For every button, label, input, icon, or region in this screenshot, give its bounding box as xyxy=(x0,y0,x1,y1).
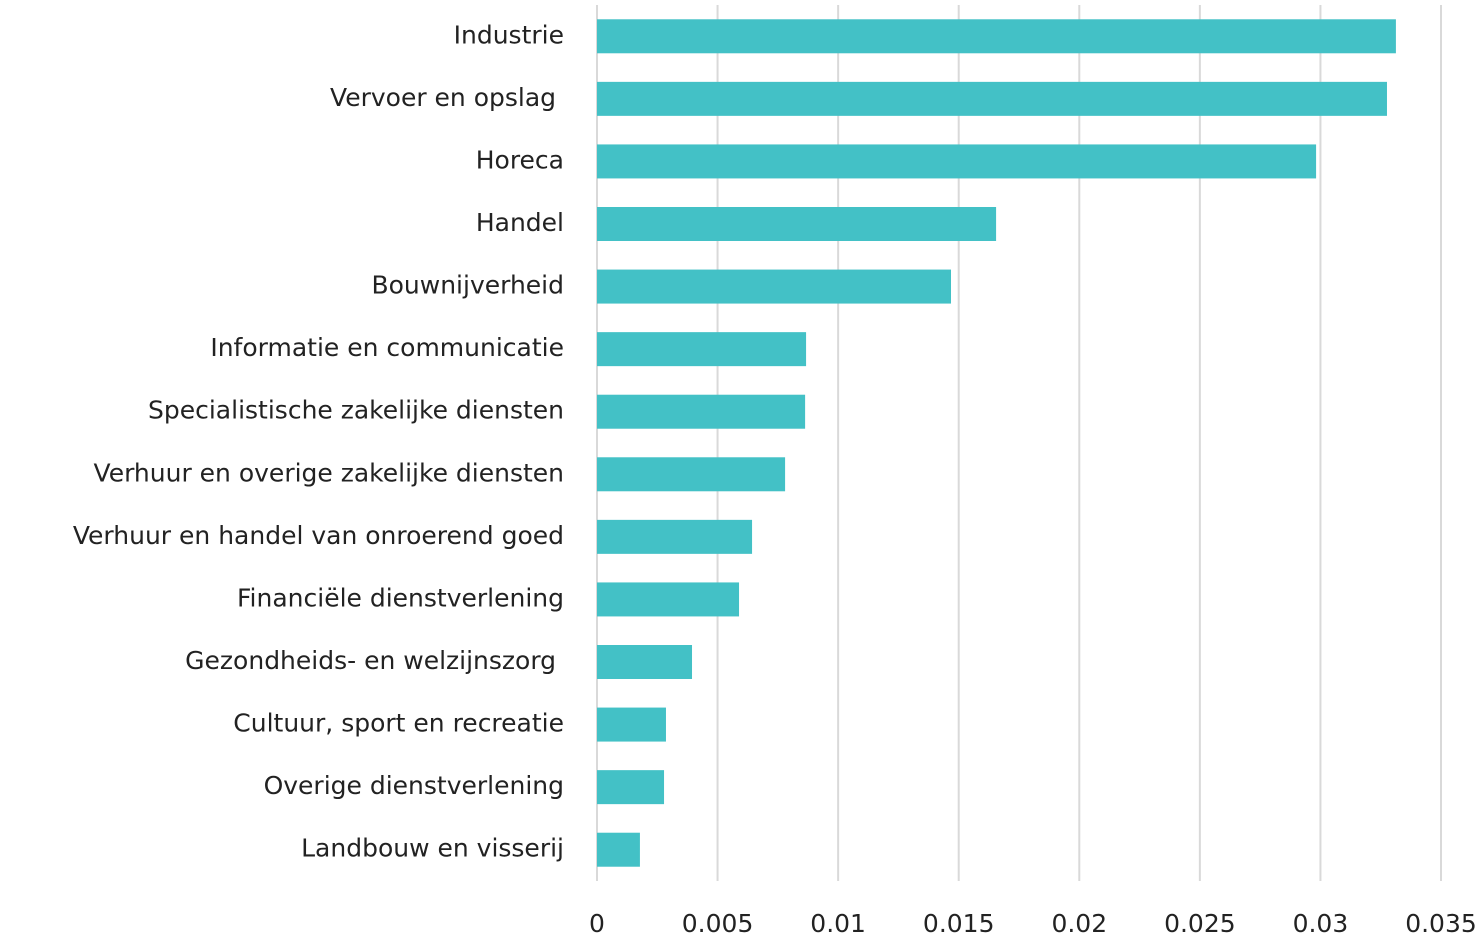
x-tick-label: 0.03 xyxy=(1293,909,1349,938)
y-tick-label: Verhuur en overige zakelijke diensten xyxy=(94,458,564,487)
x-tick-label: 0.015 xyxy=(923,909,995,938)
y-tick-label: Cultuur, sport en recreatie xyxy=(233,709,564,738)
bar xyxy=(597,707,666,742)
bar xyxy=(597,582,740,617)
x-tick-label: 0 xyxy=(589,909,605,938)
y-tick-label: Industrie xyxy=(454,20,564,49)
x-tick-label: 0.035 xyxy=(1405,909,1477,938)
bar xyxy=(597,81,1387,116)
x-tick-label: 0.02 xyxy=(1051,909,1107,938)
y-tick-label: Bouwnijverheid xyxy=(371,271,564,300)
bar xyxy=(597,457,786,492)
x-tick-label: 0.01 xyxy=(810,909,866,938)
y-tick-label: Landbouw en visserij xyxy=(301,834,564,863)
y-tick-label: Informatie en communicatie xyxy=(210,333,564,362)
y-tick-label: Horeca xyxy=(476,145,564,174)
bar xyxy=(597,645,693,679)
y-tick-label: Gezondheids- en welzijnszorg xyxy=(185,646,564,675)
y-tick-label: Vervoer en opslag xyxy=(330,83,564,112)
y-tick-label: Financiële dienstverlening xyxy=(237,583,564,612)
bar xyxy=(597,394,806,429)
bar xyxy=(597,770,665,805)
bar xyxy=(597,207,997,241)
y-tick-label: Verhuur en handel van onroerend goed xyxy=(73,521,564,550)
bar xyxy=(597,832,640,867)
bar xyxy=(597,19,1396,54)
bar xyxy=(597,144,1317,179)
y-tick-label: Specialistische zakelijke diensten xyxy=(148,396,564,425)
bar xyxy=(597,332,807,367)
x-tick-label: 0.025 xyxy=(1164,909,1236,938)
bar xyxy=(597,269,951,304)
bar xyxy=(597,519,753,554)
y-tick-label: Handel xyxy=(476,208,564,237)
x-tick-label: 0.005 xyxy=(682,909,754,938)
y-tick-label: Overige dienstverlening xyxy=(264,771,564,800)
